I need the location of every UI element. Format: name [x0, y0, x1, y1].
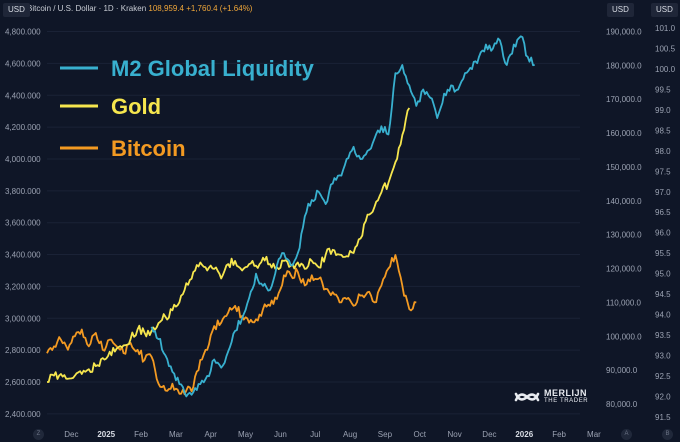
gold-axis-tick: 3,800.000 [5, 187, 41, 196]
m2-axis-tick: 98.5 [655, 126, 671, 135]
m2-axis-tick: 92.0 [655, 392, 671, 401]
m2-axis-tick: 94.5 [655, 290, 671, 299]
x-axis-tick: Oct [414, 430, 427, 439]
x-axis-tick: 2026 [515, 430, 533, 439]
m2-axis-tick: 95.0 [655, 270, 671, 279]
merlijn-watermark: MERLIJN THE TRADER [514, 389, 588, 405]
x-axis-tick: Aug [343, 430, 357, 439]
x-axis-tick: Nov [447, 430, 461, 439]
x-axis-tick: May [238, 430, 253, 439]
log-scale-icon[interactable]: B [662, 429, 673, 440]
bitcoin-axis-tick: 170,000.0 [606, 95, 642, 104]
bitcoin-axis-tick: 120,000.0 [606, 265, 642, 274]
m2-axis-tick: 95.5 [655, 249, 671, 258]
gold-axis-tick: 2,600.000 [5, 378, 41, 387]
bitcoin-axis-tick: 110,000.0 [606, 298, 642, 307]
gridlines [47, 31, 580, 415]
m2-currency-badge[interactable]: USD [651, 3, 678, 17]
bitcoin-axis-tick: 130,000.0 [606, 231, 642, 240]
gold-axis-tick: 3,000.000 [5, 314, 41, 323]
gold-axis-tick: 3,600.000 [5, 219, 41, 228]
bitcoin-axis-tick: 190,000.0 [606, 27, 642, 36]
m2-global-liquidity-line [150, 35, 535, 398]
m2-axis-tick: 93.5 [655, 331, 671, 340]
m2-axis-tick: 94.0 [655, 311, 671, 320]
m2-axis-tick: 99.5 [655, 86, 671, 95]
bitcoin-axis-tick: 180,000.0 [606, 61, 642, 70]
x-axis-tick: Mar [587, 430, 601, 439]
m2-axis-tick: 96.0 [655, 229, 671, 238]
chart-legend: M2 Global Liquidity Gold Bitcoin [60, 56, 315, 161]
symbol-header[interactable]: Bitcoin / U.S. Dollar · 1D · Kraken 108,… [27, 4, 252, 13]
legend-label: M2 Global Liquidity [111, 56, 315, 81]
bitcoin-axis-tick: 140,000.0 [606, 197, 642, 206]
bitcoin-axis-tick: 100,000.0 [606, 332, 642, 341]
m2-axis-tick: 100.0 [655, 65, 676, 74]
m2-axis-tick: 93.0 [655, 351, 671, 360]
m2-axis-tick: 101.0 [655, 24, 676, 33]
m2-axis-tick: 97.5 [655, 167, 671, 176]
gold-axis-tick: 4,000.000 [5, 155, 41, 164]
m2-axis-tick: 98.0 [655, 147, 671, 156]
x-axis-tick: Dec [64, 430, 78, 439]
x-axis-tick: Feb [552, 430, 566, 439]
bitcoin-line [46, 254, 417, 396]
m2-axis: 101.0 100.5 100.0 99.5 99.0 98.5 98.0 97.5 97.0 9… [655, 24, 676, 422]
x-axis-tick: Jul [310, 430, 320, 439]
legend-label: Bitcoin [111, 136, 186, 161]
m2-axis-tick: 96.5 [655, 208, 671, 217]
bitcoin-axis-tick: 80,000.0 [606, 400, 638, 409]
gold-axis-tick: 4,400.000 [5, 91, 41, 100]
gold-axis-tick: 4,600.000 [5, 59, 41, 68]
series-layer [46, 35, 535, 398]
symbol-name: Bitcoin / U.S. Dollar · 1D · Kraken [27, 4, 147, 13]
m2-axis-tick: 92.5 [655, 372, 671, 381]
gold-axis-tick: 2,400.000 [5, 410, 41, 419]
x-axis-tick: Jun [274, 430, 287, 439]
bitcoin-axis-tick: 160,000.0 [606, 129, 642, 138]
m2-axis-tick: 100.5 [655, 45, 676, 54]
gold-axis-tick: 3,400.000 [5, 251, 41, 260]
bitcoin-currency-badge[interactable]: USD [607, 3, 634, 17]
bitcoin-axis-tick: 150,000.0 [606, 163, 642, 172]
x-axis-tick: Mar [169, 430, 183, 439]
x-axis-tick: Apr [205, 430, 218, 439]
m2-axis-tick: 97.0 [655, 188, 671, 197]
m2-axis-tick: 91.5 [655, 413, 671, 422]
m2-axis-tick: 99.0 [655, 106, 671, 115]
merlijn-logo-icon [514, 392, 540, 402]
watermark-subtitle: THE TRADER [544, 398, 589, 404]
gold-line [47, 107, 411, 383]
gold-axis-tick: 3,200.000 [5, 282, 41, 291]
bitcoin-axis-tick: 90,000.0 [606, 366, 638, 375]
gold-axis-tick: 2,800.000 [5, 346, 41, 355]
left-axis: 4,800.000 4,600.000 4,400.000 4,200.000 4,00… [5, 28, 41, 419]
x-axis-tick: Dec [482, 430, 496, 439]
x-axis-tick: Feb [134, 430, 148, 439]
bitcoin-axis: 190,000.0 180,000.0 170,000.0 160,000.0 150,… [606, 27, 642, 409]
x-axis-tick: 2025 [97, 430, 115, 439]
gold-axis-tick: 4,200.000 [5, 123, 41, 132]
gold-axis-tick: 4,800.000 [5, 28, 41, 37]
x-axis: Dec 2025 Feb Mar Apr May Jun Jul Aug Sep Oct Nov Dec… [64, 430, 601, 439]
left-currency-badge[interactable]: USD [3, 3, 30, 17]
x-axis-tick: Sep [378, 430, 393, 439]
auto-scale-icon[interactable]: A [621, 429, 632, 440]
legend-label: Gold [111, 94, 161, 119]
quote-values: 108,959.4 +1,760.4 (+1.64%) [148, 4, 253, 13]
watermark-title: MERLIJN [544, 388, 588, 398]
zoom-reset-icon[interactable]: Z [33, 429, 44, 440]
